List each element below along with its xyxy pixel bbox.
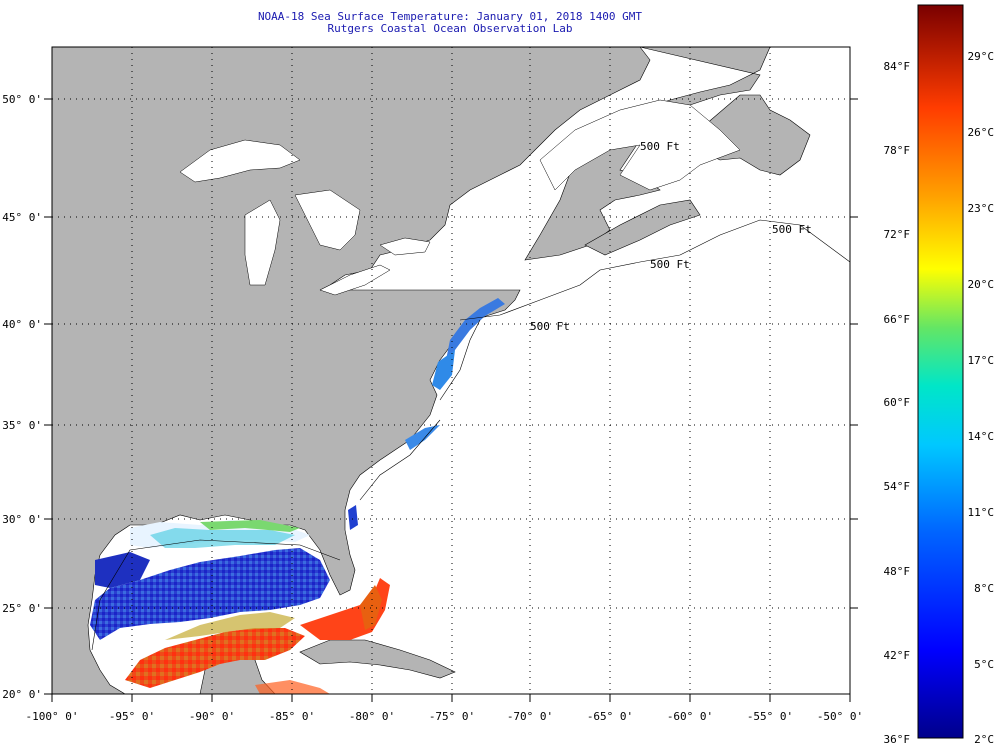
lat-label: 40° 0' [2, 318, 42, 331]
lake-superior [179, 139, 301, 183]
land-cuba [299, 639, 456, 679]
colorbar-c-labels: 29°C 26°C 23°C 20°C 17°C 14°C 11°C 8°C 5… [968, 50, 995, 746]
isobath-label: 500 Ft [650, 258, 690, 271]
isobath-contour [91, 219, 851, 651]
colorbar-f-label: 66°F [884, 313, 911, 326]
colorbar-f-label: 72°F [884, 228, 911, 241]
sst-data [90, 298, 505, 694]
lat-label: 20° 0' [2, 688, 42, 701]
lon-label: -95° 0' [109, 710, 155, 723]
latitude-labels: 50° 0' 45° 0' 40° 0' 35° 0' 30° 0' 25° 0… [2, 93, 42, 701]
colorbar-c-label: 8°C [974, 582, 994, 595]
lon-label: -70° 0' [507, 710, 553, 723]
lon-label: -80° 0' [349, 710, 395, 723]
longitude-labels: -100° 0' -95° 0' -90° 0' -85° 0' -80° 0'… [26, 710, 864, 723]
colorbar-f-labels: 84°F 78°F 72°F 66°F 60°F 54°F 48°F 42°F … [884, 60, 911, 746]
colorbar-f-label: 36°F [884, 733, 911, 746]
colorbar-f-label: 54°F [884, 480, 911, 493]
lake-huron [294, 189, 361, 251]
map-title: NOAA-18 Sea Surface Temperature: January… [257, 10, 643, 23]
ticks [44, 98, 858, 702]
lon-label: -75° 0' [429, 710, 475, 723]
lat-label: 30° 0' [2, 513, 42, 526]
colorbar-f-label: 48°F [884, 565, 911, 578]
colorbar-c-label: 20°C [968, 278, 995, 291]
graticule [52, 47, 850, 694]
land-north-america [51, 46, 651, 695]
lon-label: -50° 0' [817, 710, 863, 723]
lat-label: 35° 0' [2, 419, 42, 432]
lon-label: -65° 0' [587, 710, 633, 723]
isobath-labels: 500 Ft 500 Ft 500 Ft 500 Ft [530, 140, 812, 333]
colorbar-c-label: 17°C [968, 354, 995, 367]
isobath-label: 500 Ft [640, 140, 680, 153]
colorbar-c-label: 29°C [968, 50, 995, 63]
lon-label: -60° 0' [667, 710, 713, 723]
lon-label: -85° 0' [269, 710, 315, 723]
land-newfoundland [699, 94, 811, 176]
isobath-label: 500 Ft [530, 320, 570, 333]
colorbar-f-label: 60°F [884, 396, 911, 409]
lon-label: -90° 0' [189, 710, 235, 723]
colorbar-c-label: 5°C [974, 658, 994, 671]
colorbar-c-label: 23°C [968, 202, 995, 215]
lake-ontario [379, 237, 431, 256]
isobath-label: 500 Ft [772, 223, 812, 236]
colorbar-c-label: 2°C [974, 733, 994, 746]
colorbar [917, 4, 964, 739]
colorbar-f-label: 84°F [884, 60, 911, 73]
lon-label: -100° 0' [26, 710, 79, 723]
lat-label: 50° 0' [2, 93, 42, 106]
colorbar-f-label: 78°F [884, 144, 911, 157]
lake-michigan [244, 199, 281, 286]
colorbar-c-label: 11°C [968, 506, 995, 519]
map-subtitle: Rutgers Coastal Ocean Observation Lab [327, 22, 573, 35]
map-frame [51, 46, 851, 695]
lat-label: 25° 0' [2, 602, 42, 615]
land-nova-scotia [584, 199, 701, 256]
colorbar-f-label: 42°F [884, 649, 911, 662]
lon-label: -55° 0' [747, 710, 793, 723]
lat-label: 45° 0' [2, 211, 42, 224]
lake-erie [319, 264, 391, 296]
colorbar-c-label: 26°C [968, 126, 995, 139]
colorbar-c-label: 14°C [968, 430, 995, 443]
